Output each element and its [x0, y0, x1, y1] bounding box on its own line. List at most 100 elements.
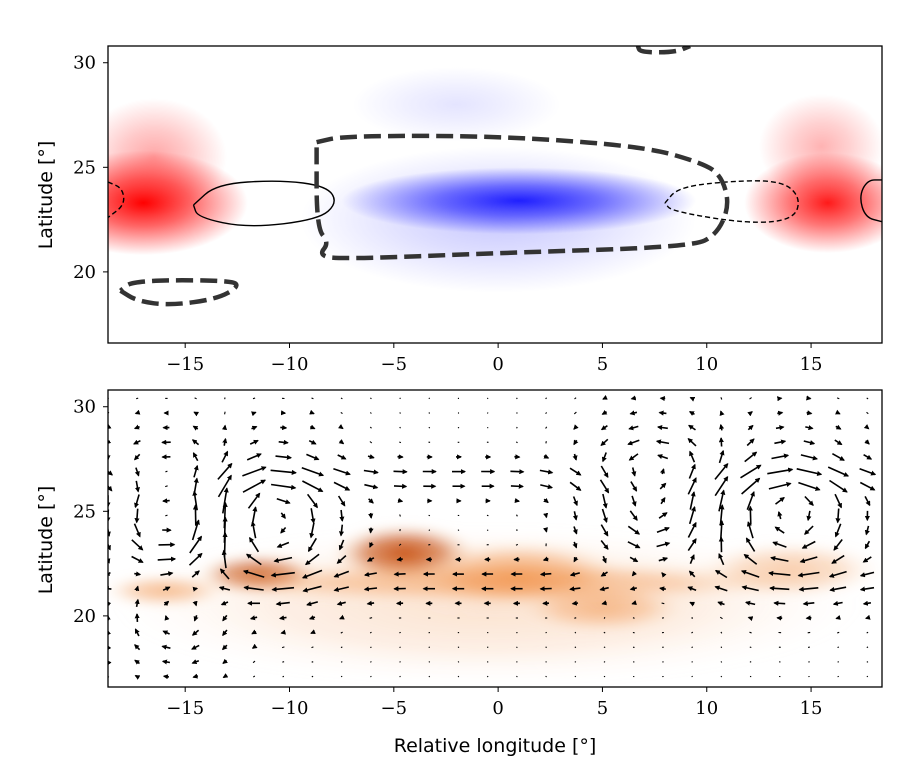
- wind-arrow: [543, 497, 549, 504]
- wind-arrow: [691, 631, 694, 634]
- wind-arrow: [600, 465, 609, 478]
- wind-arrow: [428, 412, 431, 414]
- wind-arrow: [659, 586, 666, 592]
- warm-anomaly-blob: [758, 94, 882, 199]
- wind-arrow: [747, 411, 753, 417]
- wind-arrow: [311, 646, 314, 649]
- wind-arrow: [162, 630, 170, 636]
- wind-arrow: [859, 571, 875, 578]
- wind-arrow: [165, 470, 168, 473]
- wind-arrow: [744, 451, 758, 463]
- wind-arrow: [573, 424, 579, 430]
- wind-arrow: [600, 438, 609, 446]
- wind-arrow: [600, 524, 609, 537]
- bottom-x-tick-label: −5: [381, 698, 408, 719]
- top-x-tick-label: −5: [381, 354, 408, 375]
- wind-arrow: [222, 501, 228, 529]
- wind-arrow: [134, 508, 140, 524]
- wind-arrow: [370, 397, 372, 400]
- wind-arrow: [768, 570, 791, 576]
- wind-arrow: [428, 397, 431, 400]
- warm-anomaly-blob: [108, 98, 227, 216]
- top-x-tick-label: 15: [800, 354, 823, 375]
- wind-arrow: [797, 571, 820, 578]
- wind-arrow: [806, 410, 813, 416]
- wind-arrow: [337, 454, 347, 460]
- wind-arrow: [108, 424, 112, 430]
- cold-anomaly-blob: [352, 66, 561, 143]
- wind-arrow: [336, 555, 347, 564]
- wind-arrow: [370, 646, 372, 649]
- bottom-x-tick-label: 10: [695, 698, 718, 719]
- wind-arrow: [798, 481, 821, 491]
- wind-arrow: [333, 481, 351, 491]
- wind-arrow: [337, 424, 344, 430]
- wind-arrow: [747, 505, 753, 525]
- wind-arrow: [747, 424, 754, 431]
- wind-arrow: [363, 469, 379, 475]
- wind-arrow: [243, 585, 264, 591]
- wind-arrow: [160, 571, 174, 577]
- wind-arrow: [246, 453, 262, 461]
- wind-arrow: [688, 410, 695, 416]
- wind-arrow: [338, 539, 345, 551]
- wind-arrow: [801, 540, 816, 549]
- wind-arrow: [540, 484, 553, 490]
- wind-arrow: [192, 452, 199, 462]
- wind-arrow: [863, 454, 873, 460]
- wind-arrow: [108, 411, 110, 414]
- wind-arrow: [600, 571, 608, 577]
- wind-arrow: [486, 529, 489, 531]
- wind-arrow: [864, 540, 871, 550]
- wind-arrow: [631, 495, 637, 507]
- wind-arrow: [741, 477, 761, 495]
- wind-arrow: [370, 661, 372, 663]
- wind-arrow: [545, 426, 548, 429]
- wind-arrow: [192, 490, 198, 511]
- wind-arrow: [661, 602, 665, 605]
- wind-arrow: [193, 464, 199, 478]
- wind-arrow: [162, 586, 171, 592]
- top-y-tick-label: 30: [73, 53, 96, 74]
- wind-arrow: [486, 675, 489, 678]
- wind-arrow: [831, 554, 845, 564]
- wind-arrow: [719, 519, 725, 540]
- wind-arrow: [275, 454, 293, 460]
- wind-arrow: [399, 661, 401, 663]
- wind-arrow: [719, 410, 725, 416]
- wind-arrow: [806, 510, 812, 522]
- wind-arrow: [569, 571, 580, 577]
- wind-arrow: [252, 660, 256, 664]
- wind-arrow: [218, 585, 231, 591]
- wind-arrow: [798, 586, 819, 592]
- wind-arrow: [134, 644, 141, 651]
- wind-arrow: [278, 439, 289, 445]
- wind-arrow: [543, 512, 549, 519]
- wind-arrow: [302, 480, 324, 493]
- wind-arrow: [539, 571, 552, 577]
- wind-arrow: [308, 615, 316, 620]
- wind-arrow: [745, 537, 756, 552]
- wind-arrow: [572, 511, 578, 521]
- wind-arrow: [741, 585, 759, 592]
- wind-arrow: [545, 397, 548, 400]
- wind-arrow: [628, 425, 639, 431]
- wind-arrow: [165, 485, 168, 488]
- wind-arrow: [134, 467, 140, 477]
- wind-arrow: [164, 615, 170, 621]
- top-x-tick-label: 5: [597, 354, 608, 375]
- bottom-y-ticks: 20 25 30: [73, 397, 108, 627]
- wind-arrow: [191, 644, 200, 650]
- wind-arrow: [306, 453, 320, 461]
- wind-arrow: [545, 412, 548, 415]
- wind-arrow: [134, 674, 141, 680]
- wind-arrow: [281, 646, 285, 649]
- wind-arrow: [774, 526, 785, 534]
- wind-arrow: [311, 397, 314, 400]
- wind-arrow: [221, 644, 228, 651]
- wind-arrow: [687, 586, 697, 592]
- wind-arrow: [428, 661, 431, 663]
- wind-arrow: [368, 527, 374, 534]
- wind-arrow: [108, 571, 111, 577]
- wind-arrow: [627, 439, 640, 446]
